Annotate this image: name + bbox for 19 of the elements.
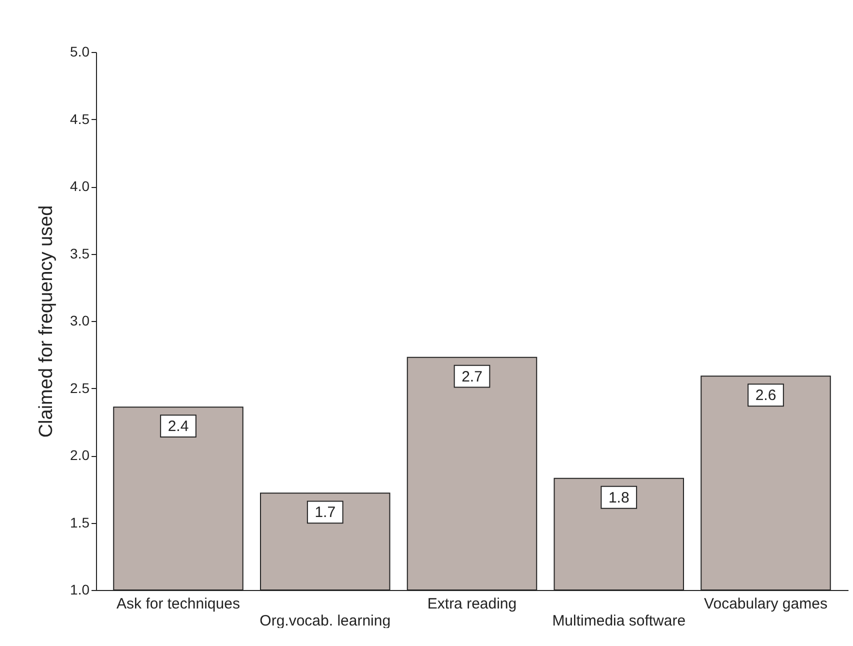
x-tick-label: Extra reading	[427, 596, 517, 612]
y-tick-label: 5.0	[70, 44, 90, 60]
y-tick-label: 4.5	[70, 110, 90, 127]
y-tick-label: 1.5	[70, 514, 90, 530]
y-tick-label: 3.0	[70, 312, 90, 328]
y-tick-label: 2.5	[70, 380, 90, 396]
data-label: 2.4	[168, 418, 189, 436]
y-tick-label: 4.0	[70, 178, 90, 194]
y-tick-label: 3.5	[70, 245, 90, 262]
y-axis-title: Claimed for frequency used	[36, 205, 58, 438]
data-label: 1.7	[314, 504, 336, 522]
x-tick-label: Multimedia software	[552, 612, 686, 630]
y-tick-label: 1.0	[70, 582, 90, 598]
data-label: 1.8	[608, 489, 630, 506]
x-tick-label: Ask for techniques	[116, 596, 240, 612]
x-tick-label: Vocabulary games	[704, 596, 828, 612]
y-tick-label: 2.0	[70, 447, 90, 463]
data-label: 2.6	[755, 387, 776, 404]
data-label: 2.7	[462, 368, 482, 386]
